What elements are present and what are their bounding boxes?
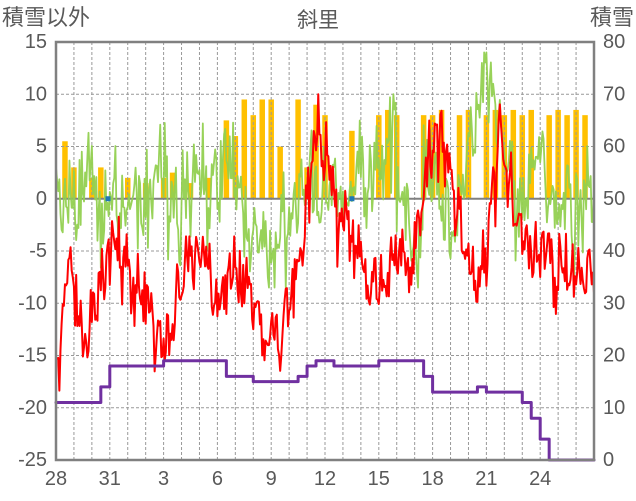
svg-text:31: 31 [99,468,121,490]
svg-text:5: 5 [36,136,47,158]
svg-text:12: 12 [314,468,336,490]
svg-text:20: 20 [603,345,625,367]
svg-text:6: 6 [212,468,223,490]
svg-text:80: 80 [603,31,625,53]
svg-text:0: 0 [603,449,614,471]
svg-text:30: 30 [603,292,625,314]
svg-text:斜里: 斜里 [297,9,339,32]
svg-text:-15: -15 [18,345,47,367]
svg-text:28: 28 [45,468,67,490]
svg-text:50: 50 [603,188,625,210]
svg-text:9: 9 [266,468,277,490]
svg-text:24: 24 [529,468,551,490]
svg-text:21: 21 [475,468,497,490]
svg-text:-25: -25 [18,449,47,471]
svg-text:15: 15 [368,468,390,490]
svg-text:0: 0 [36,188,47,210]
svg-text:40: 40 [603,240,625,262]
svg-text:3: 3 [158,468,169,490]
svg-text:18: 18 [421,468,443,490]
svg-text:積雪以外: 積雪以外 [2,5,90,30]
svg-text:10: 10 [603,397,625,419]
svg-text:-20: -20 [18,397,47,419]
svg-text:10: 10 [25,83,47,105]
svg-text:60: 60 [603,136,625,158]
svg-text:-5: -5 [29,240,47,262]
svg-text:-10: -10 [18,292,47,314]
svg-text:70: 70 [603,83,625,105]
svg-text:15: 15 [25,31,47,53]
svg-text:積雪: 積雪 [590,5,634,30]
